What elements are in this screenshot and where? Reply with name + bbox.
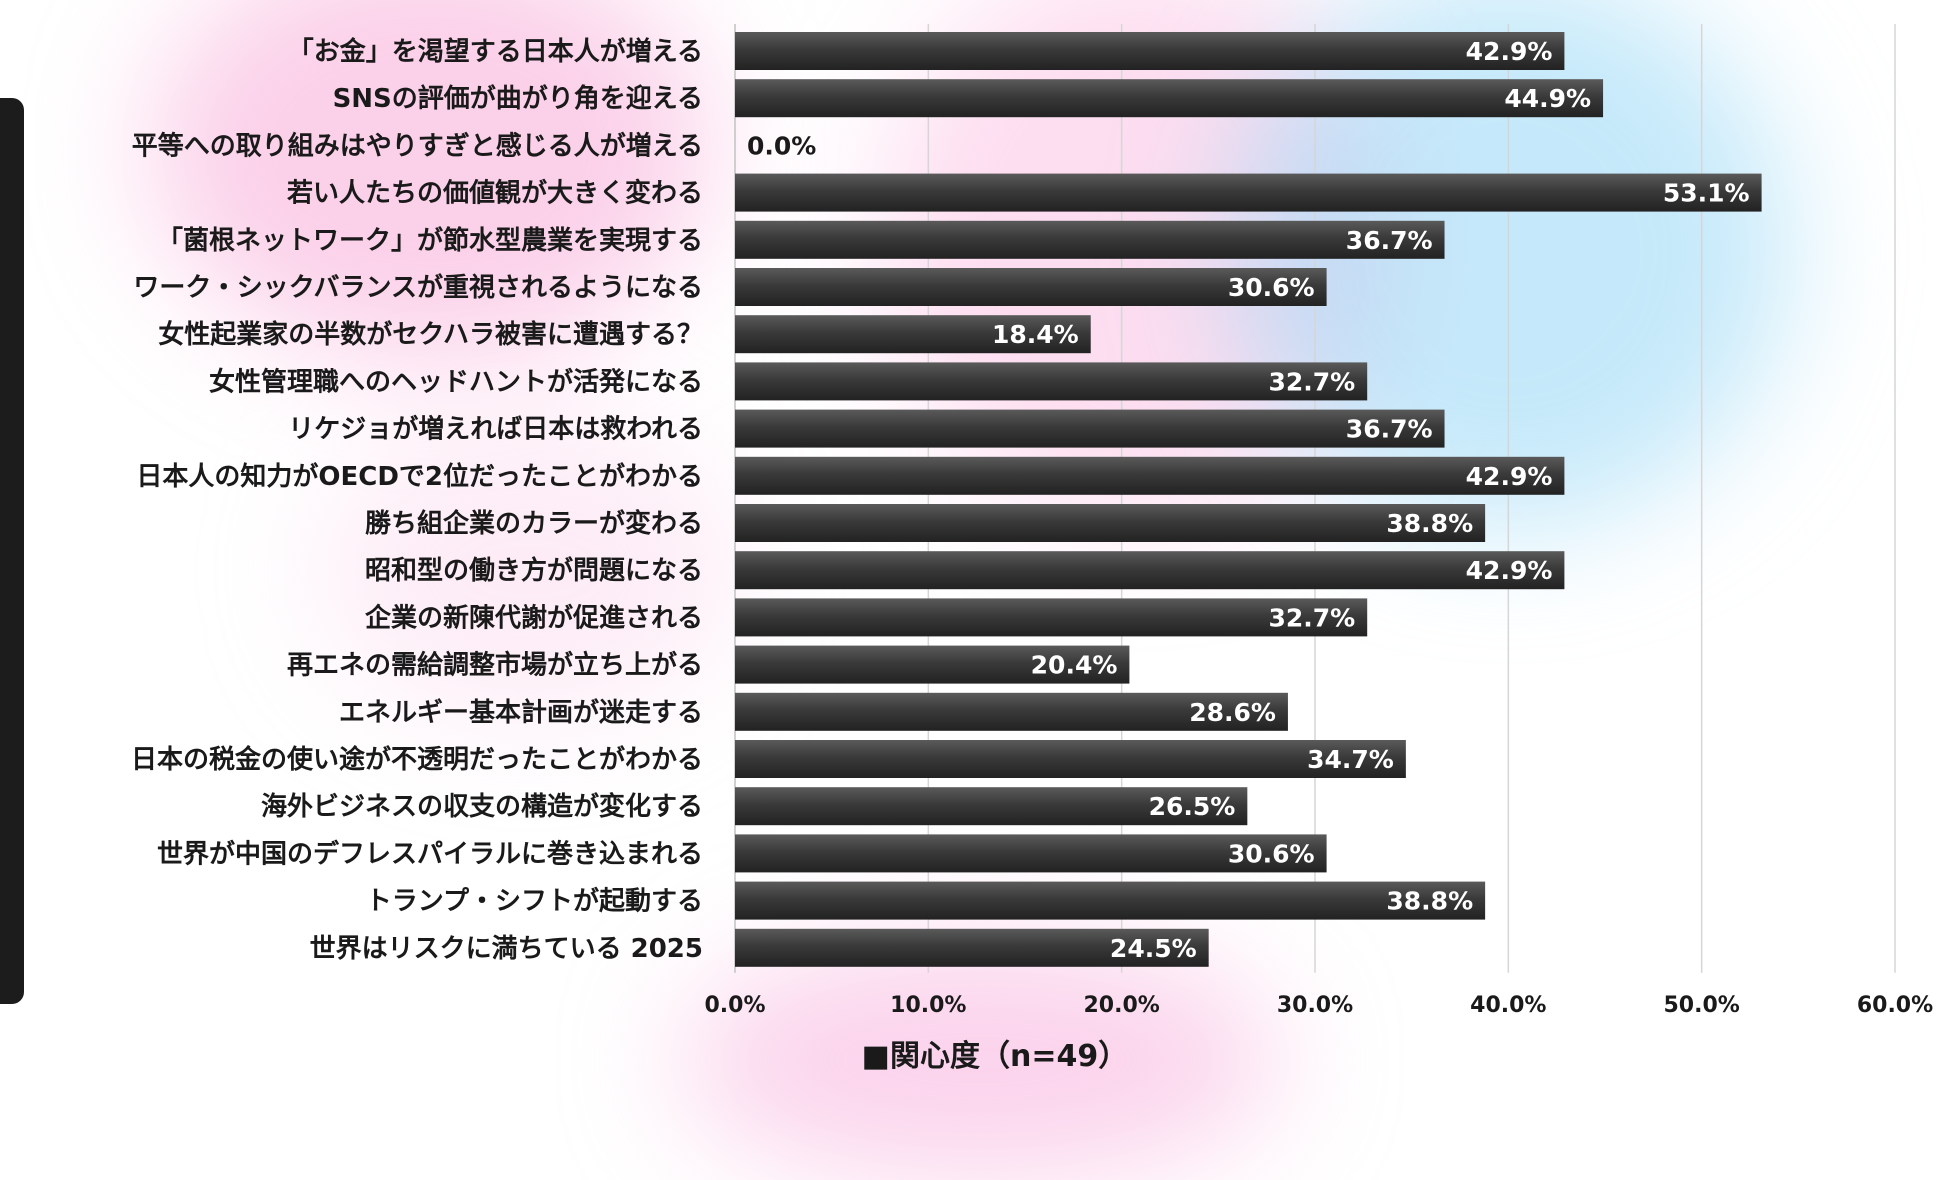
legend: ■ 関心度（n=49） (862, 1039, 1129, 1074)
category-label: 平等への取り組みはやりすぎと感じる人が増える (132, 130, 703, 161)
value-label: 38.8% (1386, 509, 1473, 538)
bar (735, 551, 1565, 590)
left-edge-tab (0, 98, 24, 1004)
category-label: 日本の税金の使い途が不透明だったことがわかる (131, 744, 703, 775)
x-tick-label: 60.0% (1857, 993, 1933, 1018)
value-label: 0.0% (747, 131, 816, 160)
bar (735, 409, 1445, 448)
value-labels: 42.9% 44.9% 0.0% 53.1% 36.7% 30.6% 18.4% 32.7% 3… (747, 37, 1750, 963)
bar (735, 787, 1248, 826)
category-label: 女性管理職へのヘッドハントが活発になる (209, 366, 703, 397)
x-tick-label: 40.0% (1470, 993, 1546, 1018)
category-label: トランプ・シフトが起動する (366, 886, 703, 917)
category-label: 若い人たちの価値観が大きく変わる (287, 178, 703, 209)
value-label: 42.9% (1466, 37, 1553, 66)
value-label: 28.6% (1189, 698, 1276, 727)
bar (735, 834, 1327, 873)
value-label: 42.9% (1466, 462, 1553, 491)
gridlines (734, 24, 1896, 973)
legend-marker-icon: ■ (862, 1039, 890, 1074)
category-label: 世界が中国のデフレスパイラルに巻き込まれる (157, 838, 703, 869)
value-label: 30.6% (1228, 839, 1315, 868)
bar (735, 315, 1091, 354)
bar (735, 598, 1368, 637)
category-label: 海外ビジネスの収支の構造が変化する (261, 791, 703, 822)
bar (735, 456, 1565, 495)
x-tick-label: 20.0% (1084, 993, 1160, 1018)
bar (735, 220, 1445, 259)
value-label: 38.8% (1386, 887, 1473, 916)
x-tick-label: 50.0% (1664, 993, 1740, 1018)
category-label: ワーク・シックバランスが重視されるようになる (133, 272, 703, 303)
category-label: 女性起業家の半数がセクハラ被害に遭遇する？ (158, 319, 703, 350)
category-label: 勝ち組企業のカラーが変わる (365, 508, 703, 539)
bar-chart: 「お金」を渇望する日本人が増える SNSの評価が曲がり角を迎える平等への取り組みは… (131, 24, 1933, 1074)
value-label: 18.4% (992, 320, 1079, 349)
value-label: 26.5% (1149, 792, 1236, 821)
category-label: 世界はリスクに満ちている 2025 (310, 934, 703, 964)
value-label: 32.7% (1268, 367, 1355, 396)
category-label: 「お金」を渇望する日本人が増える (288, 36, 703, 67)
value-label: 36.7% (1346, 226, 1433, 255)
value-label: 30.6% (1228, 273, 1315, 302)
category-label: リケジョが増えれば日本は救われる (288, 414, 703, 445)
bar (735, 79, 1604, 118)
value-label: 32.7% (1268, 603, 1355, 632)
value-label: 44.9% (1504, 84, 1591, 113)
x-axis-ticks: 0.0% 10.0% 20.0% 30.0% 40.0% 50.0% 60.0% (704, 993, 1933, 1018)
bar (735, 362, 1368, 401)
bar (735, 504, 1486, 542)
category-label: SNSの評価が曲がり角を迎える (333, 83, 703, 114)
category-label: 日本人の知力がOECDで2位だったことがわかる (136, 461, 703, 492)
x-tick-label: 10.0% (890, 993, 966, 1018)
bar (735, 645, 1130, 684)
category-label: エネルギー基本計画が迷走する (339, 697, 703, 728)
bar (735, 881, 1486, 920)
bar (735, 740, 1406, 778)
x-tick-label: 0.0% (704, 993, 765, 1018)
bars (735, 32, 1762, 967)
category-labels: 「お金」を渇望する日本人が増える SNSの評価が曲がり角を迎える平等への取り組みは… (131, 36, 703, 964)
bar (735, 173, 1762, 212)
bar (735, 928, 1209, 967)
value-label: 34.7% (1307, 745, 1394, 774)
bar (735, 268, 1327, 306)
category-label: 企業の新陳代謝が促進される (365, 602, 703, 633)
value-label: 42.9% (1466, 556, 1553, 585)
bar (735, 692, 1288, 731)
category-label: 再エネの需給調整市場が立ち上がる (287, 650, 703, 681)
value-label: 53.1% (1663, 179, 1750, 208)
value-label: 20.4% (1031, 651, 1118, 680)
bar (735, 32, 1565, 70)
category-label: 「菌根ネットワーク」が節水型農業を実現する (157, 225, 703, 256)
category-label: 昭和型の働き方が問題になる (365, 555, 703, 586)
legend-label: 関心度（n=49） (890, 1039, 1128, 1074)
x-tick-label: 30.0% (1277, 993, 1353, 1018)
value-label: 24.5% (1110, 934, 1197, 963)
value-label: 36.7% (1346, 415, 1433, 444)
